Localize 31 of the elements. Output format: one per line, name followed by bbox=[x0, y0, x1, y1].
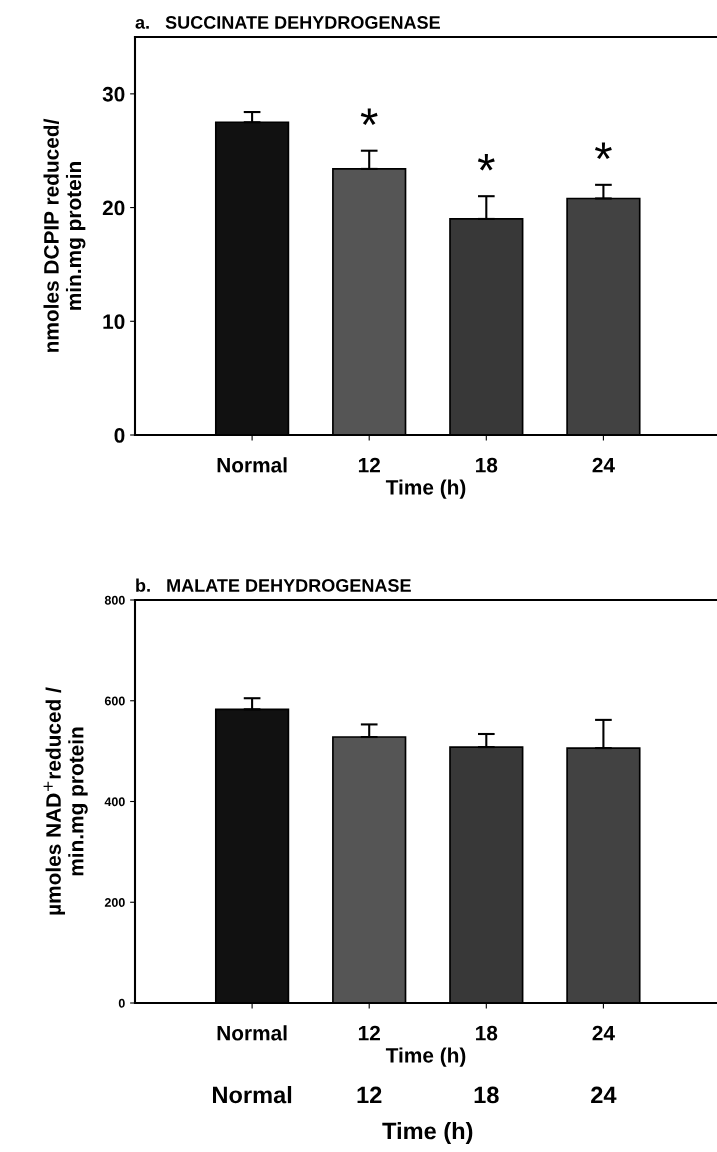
y-tick-label: 0 bbox=[118, 998, 125, 1008]
text: 18 bbox=[474, 1086, 499, 1104]
annotation: * bbox=[360, 108, 378, 126]
x-tick-label: 12 bbox=[358, 457, 380, 473]
y-axis-title: µmoles NAD$^{+}$reduced / min.mg protein bbox=[43, 687, 88, 915]
x-tick-label: Normal bbox=[217, 457, 287, 473]
y-tick-label: 10 bbox=[103, 314, 125, 330]
x-tick-label: 12 bbox=[358, 1025, 380, 1041]
x-tick-label: 24 bbox=[592, 1025, 615, 1041]
x-axis-title: Time (h) bbox=[385, 1047, 466, 1067]
x-tick-label: 18 bbox=[476, 457, 498, 473]
x-tick-label: 18 bbox=[476, 1025, 498, 1041]
chart-title: b. MALATE DEHYDROGENASE bbox=[136, 578, 411, 592]
y-tick-label: 600 bbox=[104, 696, 125, 706]
text: Time (h) bbox=[382, 1121, 473, 1145]
chart-title: a. SUCCINATE DEHYDROGENASE bbox=[135, 16, 440, 29]
x-axis-title: Time (h) bbox=[385, 479, 466, 499]
x-tick-label: 24 bbox=[592, 457, 615, 473]
x-tick-label: Normal bbox=[217, 1025, 287, 1041]
text: 12 bbox=[357, 1086, 382, 1104]
text: 24 bbox=[591, 1086, 617, 1104]
text: Normal bbox=[213, 1085, 292, 1104]
y-tick-label: 30 bbox=[102, 86, 125, 102]
y-axis-title: nmoles DCPIP reduced/ min.mg protein bbox=[43, 118, 86, 352]
y-tick-label: 400 bbox=[104, 797, 125, 807]
y-tick-label: 800 bbox=[104, 595, 125, 605]
y-tick-label: 200 bbox=[104, 898, 125, 907]
y-tick-label: 20 bbox=[102, 200, 125, 216]
annotation: * bbox=[594, 142, 612, 160]
annotation: * bbox=[477, 153, 495, 171]
y-tick-label: 0 bbox=[114, 428, 125, 443]
